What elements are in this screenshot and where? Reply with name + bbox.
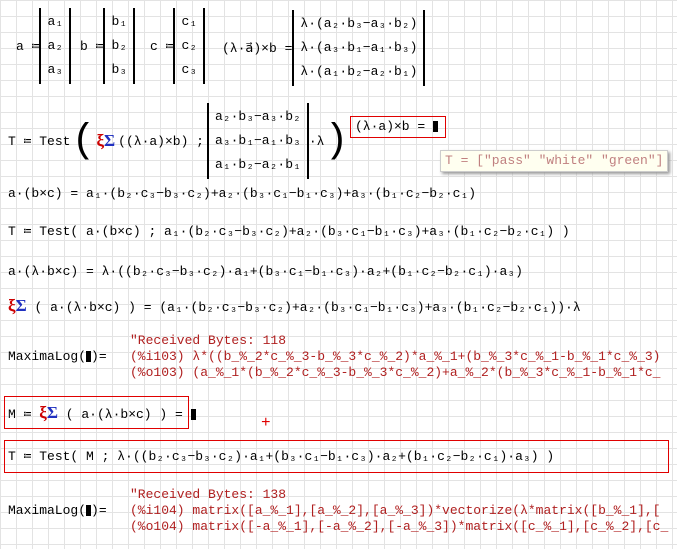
test1-arg1: ((λ·a)×b) ; bbox=[118, 133, 204, 149]
insertion-cursor-icon: + bbox=[261, 414, 271, 432]
log2-received: "Received Bytes: 138 bbox=[130, 487, 287, 502]
cell: λ·(a₂·b₃−a₃·b₂) bbox=[300, 16, 418, 31]
boxed-eval[interactable]: (λ·a)×b = bbox=[350, 116, 446, 138]
paren: ) bbox=[324, 118, 349, 164]
log2-out: (%o104) matrix([-a_%_1],[-a_%_2],[-a_%_3… bbox=[130, 519, 669, 534]
log1-rhs: )= bbox=[91, 349, 107, 364]
log1-lhs: MaximaLog( bbox=[8, 349, 87, 364]
log2-call[interactable]: MaximaLog( )= bbox=[8, 503, 107, 518]
cell: b₁ bbox=[111, 14, 128, 29]
test2-line[interactable]: T ≔ Test( a·(b×c) ; a₁·(b₂·c₃−b₃·c₂)+a₂·… bbox=[8, 224, 570, 239]
placeholder-cursor[interactable] bbox=[190, 409, 196, 421]
matrix-b: b₁ b₂ b₃ bbox=[103, 8, 136, 84]
def-a-label: a ≔ bbox=[16, 38, 40, 54]
paren: ( bbox=[71, 118, 96, 164]
cell: λ·(a₃·b₁−a₁·b₃) bbox=[300, 40, 418, 55]
m-lhs: M ≔ bbox=[8, 407, 32, 422]
matrix-c: c₁ c₂ c₃ bbox=[173, 8, 206, 84]
log1-in: (%i103) λ*((b_%_2*c_%_3-b_%_3*c_%_2)*a_%… bbox=[130, 349, 661, 364]
cell: λ·(a₁·b₂−a₂·b₁) bbox=[300, 64, 418, 79]
cell: c₂ bbox=[181, 38, 198, 53]
log1-received: "Received Bytes: 118 bbox=[130, 333, 287, 348]
sym-line[interactable]: ξΣ ( a·(λ·b×c) ) = (a₁·(b₂·c₃−b₃·c₂)+a₂·… bbox=[8, 296, 581, 316]
triple-product-line[interactable]: a·(b×c) = a₁·(b₂·c₃−b₃·c₂)+a₂·(b₃·c₁−b₁·… bbox=[8, 186, 477, 201]
cross-lhs: (λ·a⃗)×b = bbox=[222, 40, 293, 56]
placeholder[interactable] bbox=[86, 505, 92, 517]
matrix-test1: a₂·b₃−a₃·b₂ a₃·b₁−a₁·b₃ a₁·b₂−a₂·b₁ bbox=[207, 103, 309, 179]
m-rhs: ( a·(λ·b×c) ) = bbox=[65, 407, 183, 422]
lambda-line[interactable]: a·(λ·b×c) = λ·((b₂·c₃−b₃·c₂)·a₁+(b₃·c₁−b… bbox=[8, 264, 523, 279]
log2-lhs: MaximaLog( bbox=[8, 503, 87, 518]
cell: a₂ bbox=[47, 38, 64, 53]
cell: a₂·b₃−a₃·b₂ bbox=[215, 109, 301, 124]
symbolic-sum-icon: ξΣ bbox=[96, 131, 116, 150]
boxed-eval-expr: (λ·a)×b = bbox=[355, 119, 426, 134]
cell: b₃ bbox=[111, 62, 128, 77]
log2-rhs: )= bbox=[91, 503, 107, 518]
cell: b₂ bbox=[111, 38, 128, 53]
sym-expr: ( a·(λ·b×c) ) = (a₁·(b₂·c₃−b₃·c₂)+a₂·(b₃… bbox=[34, 300, 581, 315]
cell: a₃·b₁−a₁·b₃ bbox=[215, 133, 301, 148]
test3-expr: T ≔ Test( M ; λ·((b₂·c₃−b₃·c₂)·a₁+(b₃·c₁… bbox=[8, 449, 555, 464]
cell: a₁·b₂−a₂·b₁ bbox=[215, 157, 301, 172]
test1[interactable]: T ≔ Test ( ξΣ ((λ·a)×b) ; a₂·b₃−a₃·b₂ a₃·… bbox=[8, 102, 348, 180]
placeholder-cursor[interactable] bbox=[433, 121, 439, 133]
cross-product-eval[interactable]: (λ·a⃗)×b = λ·(a₂·b₃−a₃·b₂) λ·(a₃·b₁−a₁·b₃… bbox=[222, 10, 426, 86]
def-b-label: b ≔ bbox=[80, 38, 104, 54]
def-a[interactable]: a ≔ a₁ a₂ a₃ bbox=[16, 8, 72, 84]
test1-tail: ·λ bbox=[308, 133, 325, 149]
test1-lhs: T ≔ Test bbox=[8, 133, 71, 149]
m-definition[interactable]: M ≔ ξΣ ( a·(λ·b×c) ) = bbox=[4, 396, 196, 429]
cell: c₃ bbox=[181, 62, 198, 77]
cell: a₁ bbox=[47, 14, 64, 29]
log2-in: (%i104) matrix([a_%_1],[a_%_2],[a_%_3])*… bbox=[130, 503, 661, 518]
symbolic-sum-icon: ξΣ bbox=[8, 296, 27, 315]
cell: a₃ bbox=[47, 62, 64, 77]
def-b[interactable]: b ≔ b₁ b₂ b₃ bbox=[80, 8, 136, 84]
def-c[interactable]: c ≔ c₁ c₂ c₃ bbox=[150, 8, 206, 84]
test3[interactable]: T ≔ Test( M ; λ·((b₂·c₃−b₃·c₂)·a₁+(b₃·c₁… bbox=[4, 440, 669, 473]
matrix-a: a₁ a₂ a₃ bbox=[39, 8, 72, 84]
result-tooltip: T = ["pass" "white" "green"] bbox=[440, 150, 669, 172]
symbolic-sum-icon: ξΣ bbox=[39, 403, 58, 422]
matrix-cross: λ·(a₂·b₃−a₃·b₂) λ·(a₃·b₁−a₁·b₃) λ·(a₁·b₂−a… bbox=[292, 10, 426, 86]
log1-call[interactable]: MaximaLog( )= bbox=[8, 349, 107, 364]
placeholder[interactable] bbox=[86, 351, 92, 363]
log1-out: (%o103) (a_%_1*(b_%_2*c_%_3-b_%_3*c_%_2)… bbox=[130, 365, 661, 380]
cell: c₁ bbox=[181, 14, 198, 29]
def-c-label: c ≔ bbox=[150, 38, 174, 54]
